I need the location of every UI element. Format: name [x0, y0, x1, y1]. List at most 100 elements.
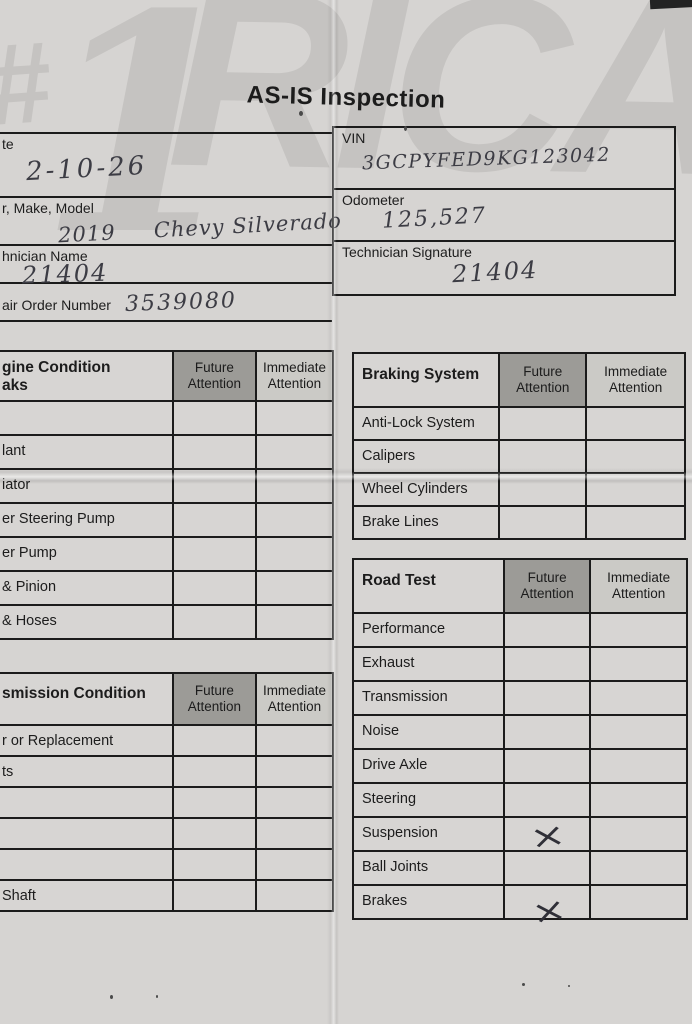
- engine-title-line2: aks: [2, 376, 28, 394]
- table-row: Shaft: [0, 879, 332, 910]
- row-label: r or Replacement: [2, 733, 114, 749]
- immediate-attention-cell: [589, 886, 686, 918]
- table-row: Steering: [354, 782, 686, 816]
- table-row: Calipers: [354, 439, 684, 472]
- immediate-attention-cell: [589, 648, 686, 680]
- immediate-attention-cell: [585, 474, 684, 505]
- future-attention-cell: [171, 819, 255, 848]
- immediate-attention-cell: [254, 606, 332, 638]
- immediate-attention-cell: [585, 441, 684, 472]
- row-label: Noise: [362, 723, 400, 739]
- immediate-attention-cell: [585, 408, 684, 439]
- row-label: Brakes: [362, 893, 408, 909]
- ink-speck: [299, 111, 303, 116]
- row-label: ts: [2, 764, 14, 780]
- table-row: Brake Lines: [354, 505, 684, 538]
- field-repair-order-number: air Order Number 3539080: [0, 284, 332, 322]
- ink-speck: [568, 985, 570, 987]
- ink-speck: [110, 995, 113, 999]
- engine-table-title: gine Condition aks: [0, 352, 172, 400]
- field-odometer: Odometer 125,527: [334, 190, 674, 242]
- future-attention-cell: [498, 408, 585, 439]
- future-attention-cell: [503, 682, 589, 714]
- future-attention-cell: [171, 504, 255, 536]
- table-row: Brakes ×: [354, 884, 686, 933]
- field-date-value: 2-10-26: [25, 151, 148, 188]
- table-row: lant: [0, 434, 332, 468]
- future-attention-cell: [498, 441, 585, 472]
- horizontal-fold-crease: [0, 468, 692, 484]
- immediate-attention-cell: [254, 402, 332, 434]
- row-label: Transmission: [362, 689, 448, 705]
- row-label: Calipers: [362, 448, 416, 464]
- field-odometer-value: 125,527: [381, 203, 488, 235]
- road-test-table: Road Test Future Attention Immediate Att…: [352, 558, 688, 933]
- row-label: Suspension: [362, 825, 438, 841]
- header-right-column: VIN 3GCPYFED9KG123042 Odometer 125,527 T…: [332, 126, 676, 296]
- immediate-attention-cell: [589, 614, 686, 646]
- table-row: Performance: [354, 612, 686, 646]
- transmission-table-title: smission Condition: [2, 685, 146, 702]
- future-attention-cell: [171, 788, 255, 817]
- row-label: Steering: [362, 791, 417, 807]
- ink-speck: [404, 126, 407, 131]
- vertical-fold-crease: [327, 0, 339, 1024]
- table-row: ts: [0, 755, 332, 786]
- field-repair-order-number-label: air Order Number: [2, 297, 111, 314]
- future-attention-cell: [171, 572, 255, 604]
- table-row: Drive Axle: [354, 748, 686, 782]
- immediate-attention-cell: [254, 819, 332, 848]
- check-mark: ×: [526, 814, 569, 858]
- future-attention-cell: [171, 436, 255, 468]
- future-attention-cell: [171, 881, 255, 910]
- table-row: Ball Joints: [354, 850, 686, 884]
- table-row: Exhaust: [354, 646, 686, 680]
- future-attention-cell: ×: [503, 886, 589, 933]
- immediate-attention-cell: [254, 436, 332, 468]
- engine-title-line1: gine Condition: [2, 359, 111, 376]
- row-label: Wheel Cylinders: [362, 481, 468, 497]
- field-technician-name: hnician Name 21404: [0, 246, 332, 290]
- future-attention-cell: [171, 606, 255, 638]
- field-technician-name-label: hnician Name: [2, 248, 88, 264]
- future-attention-cell: [503, 614, 589, 646]
- field-date: te 2-10-26: [0, 134, 332, 198]
- field-year-make-model-label: r, Make, Model: [2, 200, 94, 216]
- engine-condition-table: gine Condition aks Future Attention Imme…: [0, 350, 334, 640]
- transmission-condition-table: smission Condition Future Attention Imme…: [0, 672, 334, 912]
- number-one-logo: 1: [38, 0, 247, 301]
- future-attention-header: Future Attention: [171, 674, 255, 724]
- field-date-label: te: [2, 136, 14, 152]
- ink-speck: [522, 983, 525, 986]
- immediate-attention-header: Immediate Attention: [589, 560, 686, 612]
- row-label: & Hoses: [2, 613, 57, 629]
- immediate-attention-cell: [254, 757, 332, 786]
- immediate-attention-cell: [589, 818, 686, 850]
- future-attention-cell: [503, 852, 589, 884]
- table-row: Suspension ×: [354, 814, 686, 858]
- table-row: [0, 786, 332, 817]
- row-label: Drive Axle: [362, 757, 428, 773]
- ink-speck: [156, 995, 158, 998]
- table-row: [0, 848, 332, 879]
- row-label: & Pinion: [2, 579, 57, 595]
- field-odometer-label: Odometer: [342, 192, 405, 208]
- future-attention-cell: [171, 402, 255, 434]
- immediate-attention-cell: [589, 852, 686, 884]
- immediate-attention-cell: [254, 788, 332, 817]
- field-year-make-model: r, Make, Model 2019 Chevy Silverado: [0, 198, 342, 248]
- row-label: Exhaust: [362, 655, 415, 671]
- row-label: [0, 788, 172, 817]
- immediate-attention-cell: [589, 682, 686, 714]
- table-row: Wheel Cylinders: [354, 472, 684, 505]
- field-technician-signature-value: 21404: [451, 256, 540, 289]
- row-label: er Steering Pump: [2, 511, 115, 527]
- immediate-attention-cell: [589, 750, 686, 782]
- immediate-attention-cell: [254, 726, 332, 755]
- field-repair-order-number-value: 3539080: [124, 287, 238, 317]
- future-attention-cell: [498, 507, 585, 538]
- future-attention-cell: [171, 538, 255, 570]
- row-label: Anti-Lock System: [362, 415, 475, 431]
- road-test-table-title: Road Test: [362, 572, 436, 589]
